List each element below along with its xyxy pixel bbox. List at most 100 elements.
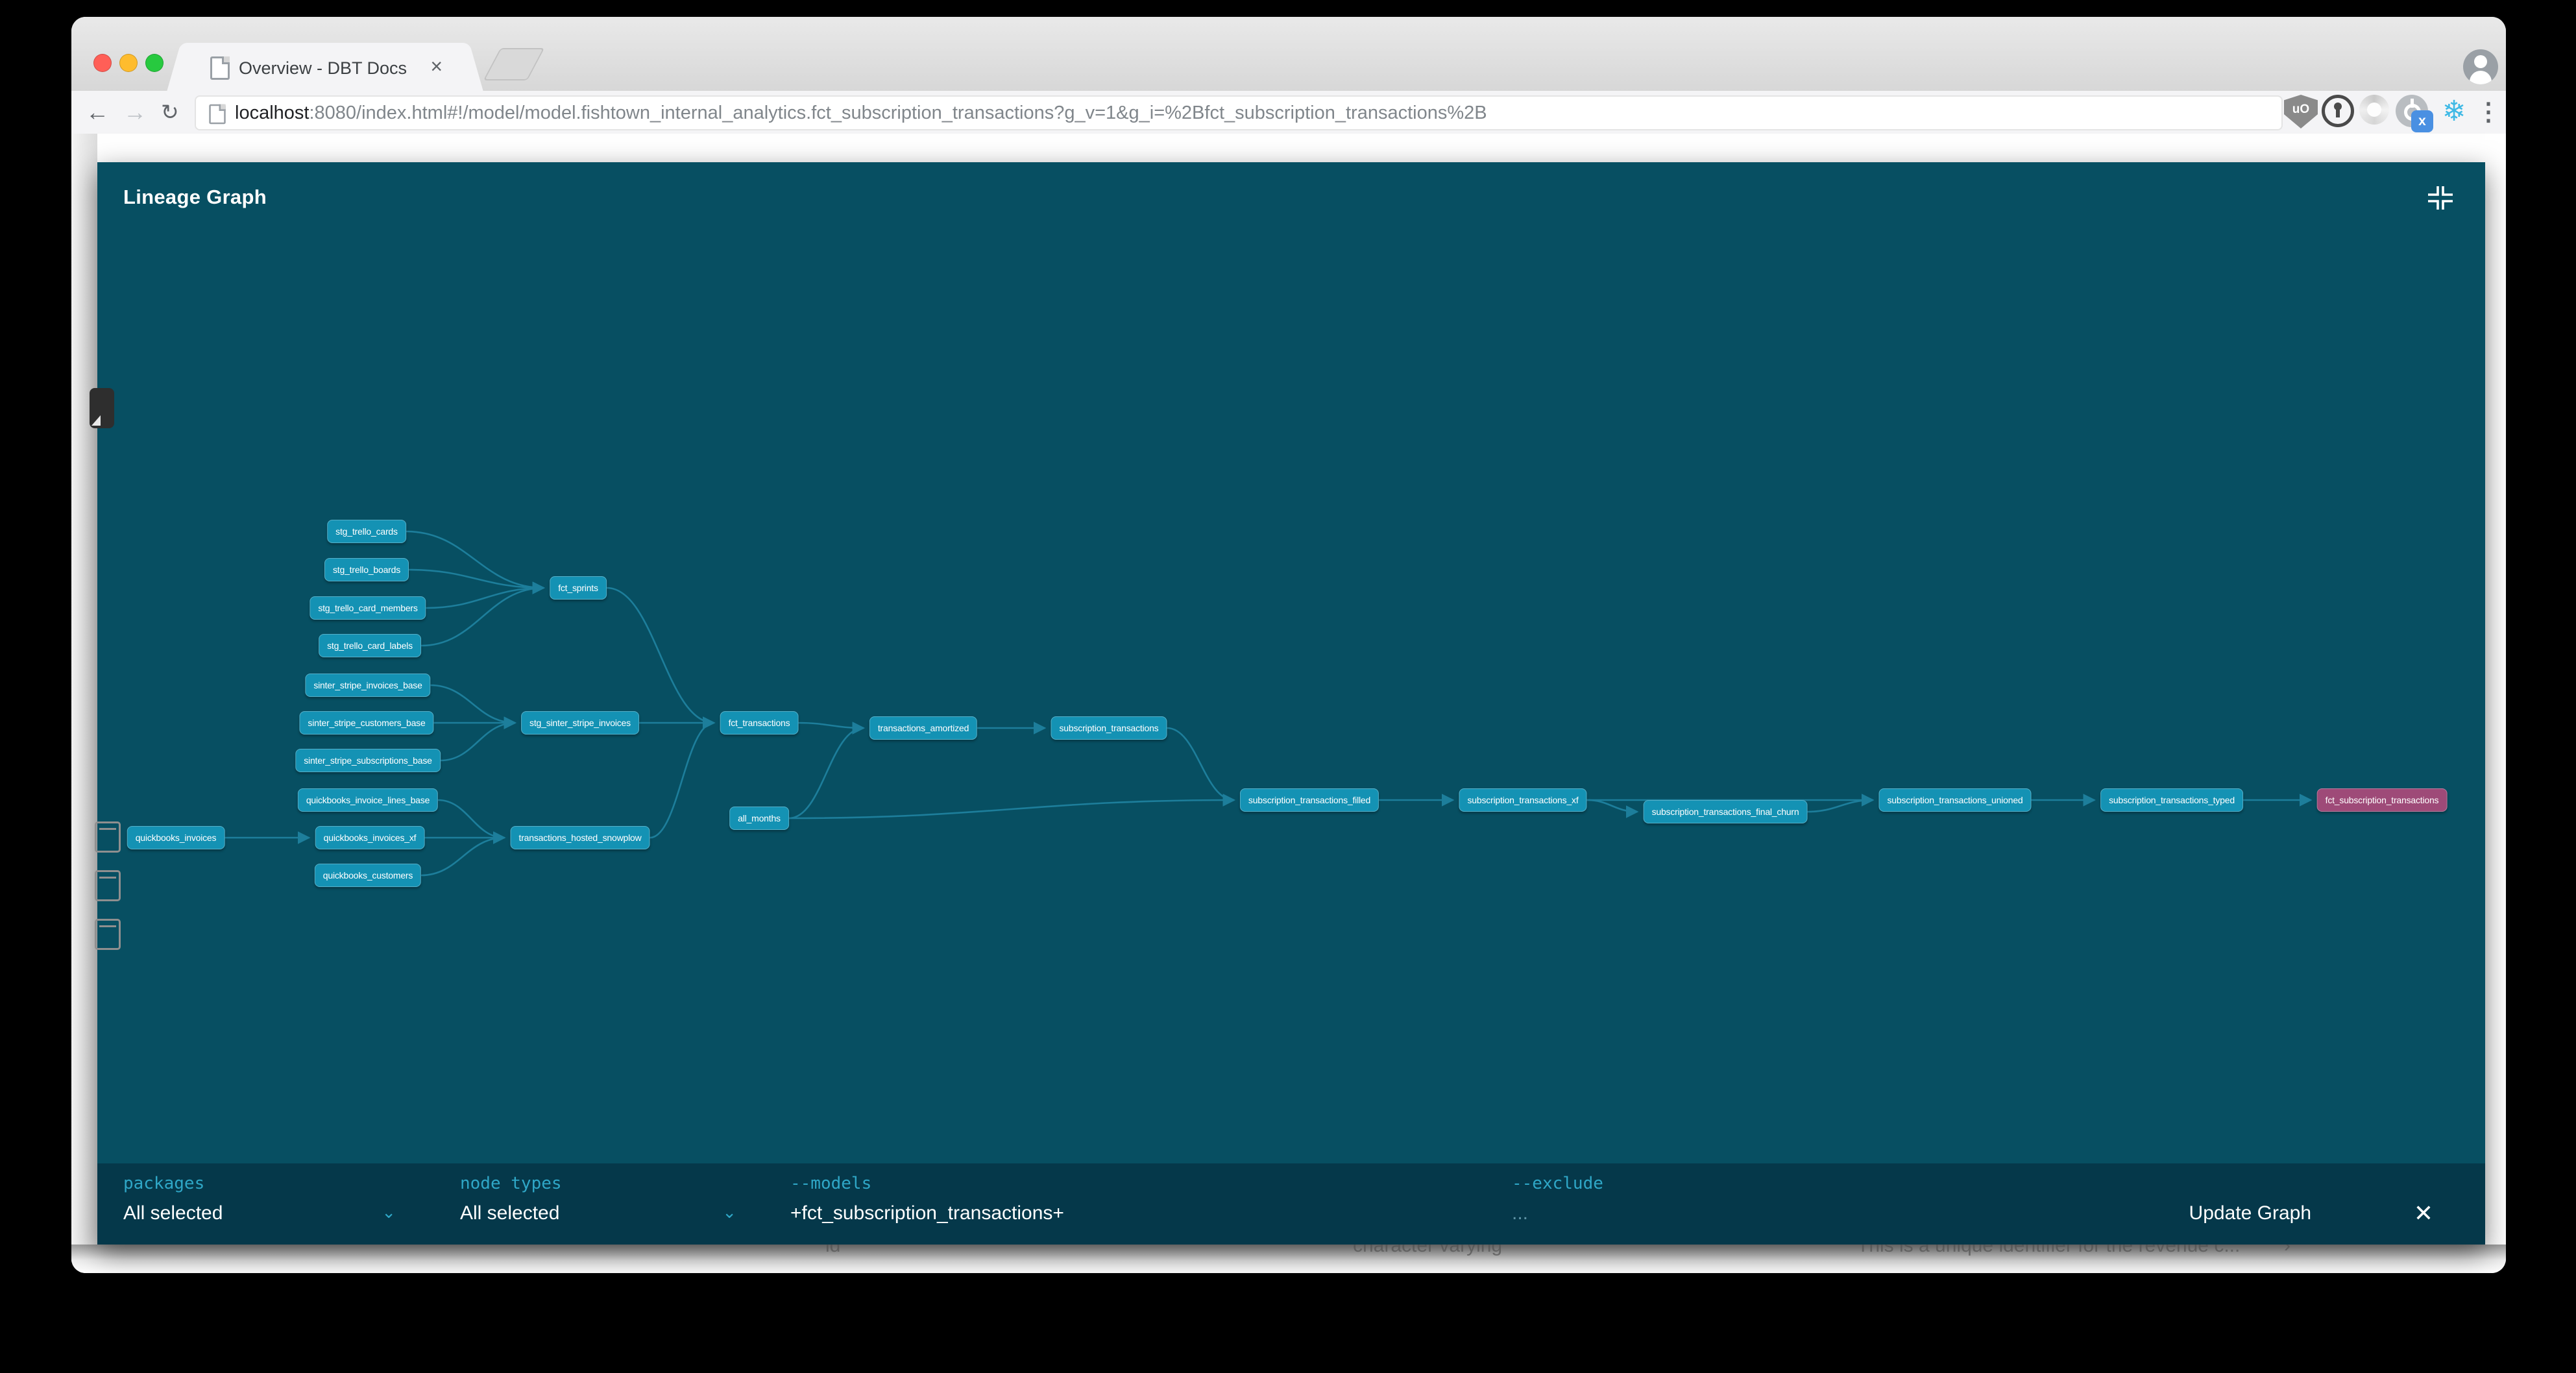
- background-cell-type: character varying: [1353, 1245, 1503, 1256]
- panel-title: Lineage Graph: [123, 186, 267, 208]
- background-file-icon: [95, 919, 121, 950]
- profile-icon[interactable]: [2463, 49, 2498, 84]
- graph-edge-quickbooks_invoice_lines_base-to-transactions_hosted_snowplow: [437, 799, 506, 844]
- graph-node-subscription_transactions_xf[interactable]: subscription_transactions_xf: [1459, 788, 1587, 812]
- background-file-icon: [95, 870, 121, 901]
- background-cell-description: This is a unique identifier for the reve…: [1857, 1245, 2241, 1256]
- filter-field-node-types: node types All selected ⌄: [460, 1163, 743, 1245]
- graph-node-transactions_hosted_snowplow[interactable]: transactions_hosted_snowplow: [510, 826, 650, 849]
- url-text: localhost:8080/index.html#!/model/model.…: [235, 103, 1487, 124]
- graph-edge-sinter_stripe_subscriptions_base-to-stg_sinter_stripe_invoices: [440, 716, 516, 762]
- titlebar: Overview - DBT Docs ×: [71, 17, 2506, 91]
- graph-edge-stg_trello_card_labels-to-fct_sprints: [420, 581, 545, 647]
- graph-node-sinter_stripe_subscriptions_base[interactable]: sinter_stripe_subscriptions_base: [295, 749, 441, 772]
- graph-edge-fct_sprints-to-fct_transactions: [606, 587, 716, 729]
- browser-tab[interactable]: Overview - DBT Docs ×: [186, 43, 465, 91]
- graph-edge-stg_trello_cards-to-fct_sprints: [406, 530, 545, 594]
- graph-node-fct_transactions[interactable]: fct_transactions: [720, 711, 799, 735]
- graph-edge-stg_trello_card_members-to-fct_sprints: [426, 581, 545, 609]
- graph-node-fct_subscription_transactions[interactable]: fct_subscription_transactions: [2316, 788, 2448, 812]
- graph-edge-all_months-to-subscription_transactions_filled: [788, 794, 1235, 820]
- filter-field-models: --models +fct_subscription_transactions+: [790, 1163, 1439, 1245]
- password-manager-extension-icon[interactable]: [2322, 95, 2354, 127]
- tab-title: Overview - DBT Docs: [239, 58, 407, 78]
- background-table-row: id character varying This is a unique id…: [71, 1245, 2506, 1273]
- graph-node-subscription_transactions_filled[interactable]: subscription_transactions_filled: [1239, 788, 1379, 812]
- refresh-icon[interactable]: ↻: [161, 100, 179, 124]
- url-rest: :8080/index.html#!/model/model.fishtown_…: [309, 103, 1487, 123]
- back-icon[interactable]: ←: [86, 99, 109, 125]
- graph-node-sinter_stripe_customers_base[interactable]: sinter_stripe_customers_base: [299, 711, 434, 735]
- filter-input-models[interactable]: +fct_subscription_transactions+: [790, 1202, 1064, 1224]
- close-panel-icon[interactable]: ✕: [2413, 1200, 2433, 1226]
- graph-node-subscription_transactions_unioned[interactable]: subscription_transactions_unioned: [1878, 788, 2032, 812]
- power-extension-icon[interactable]: x: [2396, 95, 2433, 132]
- address-bar[interactable]: localhost:8080/index.html#!/model/model.…: [195, 95, 2283, 130]
- background-page-left-strip: [71, 134, 97, 1273]
- filter-select-packages[interactable]: All selected ⌄: [123, 1202, 396, 1224]
- graph-node-subscription_transactions_typed[interactable]: subscription_transactions_typed: [2100, 788, 2243, 812]
- graph-edge-stg_trello_boards-to-fct_sprints: [408, 568, 545, 594]
- snowflake-extension-icon[interactable]: ❄: [2442, 95, 2466, 127]
- graph-node-subscription_transactions[interactable]: subscription_transactions: [1051, 716, 1167, 740]
- collapse-graph-button[interactable]: [2425, 184, 2455, 212]
- browser-toolbar: ← → ↻ localhost:8080/index.html#!/model/…: [71, 91, 2506, 135]
- edge-layer: [225, 530, 2313, 877]
- graph-edge-transactions_hosted_snowplow-to-fct_transactions: [650, 716, 716, 839]
- graph-node-stg_trello_cards[interactable]: stg_trello_cards: [327, 520, 406, 543]
- lineage-graph-panel: Lineage Graph: [97, 162, 2485, 1245]
- graph-node-stg_sinter_stripe_invoices[interactable]: stg_sinter_stripe_invoices: [521, 711, 639, 735]
- background-file-icon: [95, 821, 121, 853]
- graph-node-quickbooks_invoice_lines_base[interactable]: quickbooks_invoice_lines_base: [297, 788, 439, 812]
- graph-node-quickbooks_invoices_xf[interactable]: quickbooks_invoices_xf: [315, 826, 425, 849]
- graph-node-quickbooks_invoices[interactable]: quickbooks_invoices: [127, 826, 225, 849]
- forward-icon[interactable]: →: [123, 99, 147, 125]
- page-content: id character varying This is a unique id…: [71, 134, 2506, 1273]
- page-security-icon: [209, 104, 226, 125]
- graph-node-fct_sprints[interactable]: fct_sprints: [550, 576, 607, 600]
- update-graph-button[interactable]: Update Graph: [2189, 1202, 2311, 1224]
- filter-label-models: --models: [790, 1174, 872, 1193]
- url-host: localhost: [235, 103, 310, 123]
- filter-input-exclude[interactable]: ...: [1512, 1202, 1529, 1224]
- graph-node-stg_trello_card_members[interactable]: stg_trello_card_members: [310, 596, 426, 620]
- background-row-chevron-icon: ›: [2284, 1245, 2290, 1256]
- lineage-canvas: stg_trello_cards stg_trello_boards stg_tre…: [97, 162, 2485, 1163]
- new-tab-button[interactable]: [483, 48, 545, 80]
- extension-icon[interactable]: [2359, 95, 2389, 125]
- browser-menu-icon[interactable]: ⋮: [2476, 99, 2501, 126]
- minimize-window-button[interactable]: [119, 54, 138, 72]
- graph-edge-all_months-to-transactions_amortized: [788, 722, 865, 820]
- graph-node-subscription_transactions_final_churn[interactable]: subscription_transactions_final_churn: [1643, 800, 1808, 823]
- close-window-button[interactable]: [93, 54, 112, 72]
- graph-node-stg_trello_card_labels[interactable]: stg_trello_card_labels: [319, 634, 421, 657]
- graph-edge-sinter_stripe_invoices_base-to-stg_sinter_stripe_invoices: [430, 684, 516, 729]
- graph-node-transactions_amortized[interactable]: transactions_amortized: [869, 716, 978, 740]
- filter-select-node-types[interactable]: All selected ⌄: [460, 1202, 736, 1224]
- graph-edge-fct_transactions-to-transactions_amortized: [798, 722, 865, 735]
- filter-label-exclude: --exclude: [1512, 1174, 1603, 1193]
- graph-node-quickbooks_customers[interactable]: quickbooks_customers: [314, 864, 422, 887]
- chevron-down-icon: ⌄: [722, 1202, 736, 1222]
- background-cell-name: id: [825, 1245, 841, 1256]
- graph-filter-bar: packages All selected ⌄ node types All selec…: [97, 1163, 2485, 1245]
- filter-label-packages: packages: [123, 1174, 205, 1193]
- graph-edge-subscription_transactions-to-subscription_transactions_filled: [1167, 727, 1235, 807]
- filter-label-node-types: node types: [460, 1174, 562, 1193]
- ublock-extension-icon[interactable]: uO: [2284, 95, 2318, 128]
- graph-edge-subscription_transactions_xf-to-subscription_transactions_final_churn: [1586, 799, 1639, 818]
- compress-icon: [2428, 186, 2453, 210]
- background-image-icon: [90, 388, 114, 428]
- chevron-down-icon: ⌄: [382, 1202, 396, 1222]
- graph-edge-subscription_transactions_final_churn-to-subscription_transactions_unioned: [1807, 794, 1875, 813]
- filter-field-packages: packages All selected ⌄: [123, 1163, 402, 1245]
- graph-node-sinter_stripe_invoices_base[interactable]: sinter_stripe_invoices_base: [305, 674, 431, 697]
- graph-node-all_months[interactable]: all_months: [729, 807, 789, 830]
- graph-node-stg_trello_boards[interactable]: stg_trello_boards: [324, 558, 409, 581]
- page-favicon-icon: [210, 56, 230, 80]
- tab-close-icon[interactable]: ×: [430, 55, 443, 78]
- graph-edge-quickbooks_customers-to-transactions_hosted_snowplow: [420, 831, 506, 877]
- zoom-window-button[interactable]: [145, 54, 164, 72]
- filter-field-exclude: --exclude...: [1512, 1163, 1966, 1245]
